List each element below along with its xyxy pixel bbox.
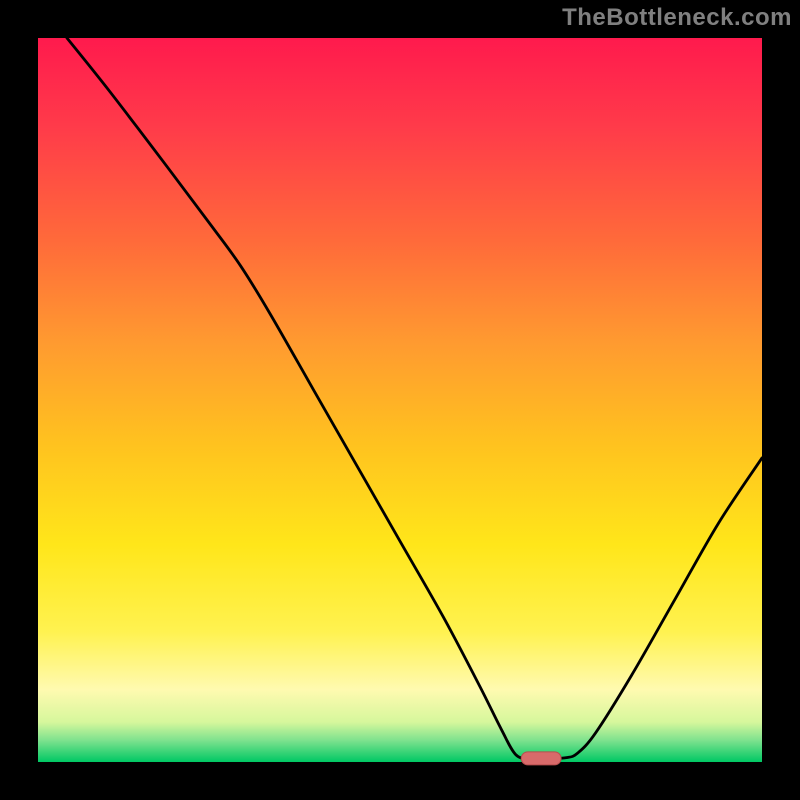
plot-gradient-bg [38, 38, 762, 762]
chart-wrapper: TheBottleneck.com [0, 0, 800, 800]
bottleneck-curve-chart [0, 0, 800, 800]
watermark-text: TheBottleneck.com [562, 4, 792, 32]
optimal-marker [521, 752, 561, 765]
